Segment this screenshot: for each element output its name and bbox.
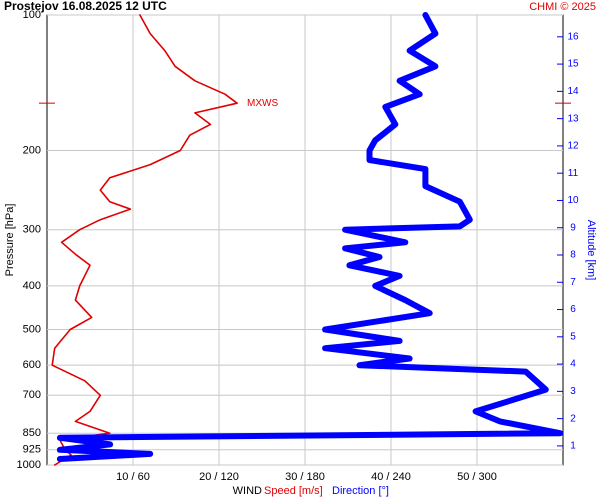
y2-tick-label: 9 <box>570 222 576 233</box>
y2-tick-label: 11 <box>568 168 579 179</box>
profile-line <box>56 12 564 462</box>
y-tick-label: 400 <box>23 280 41 292</box>
y-tick-label: 600 <box>23 359 41 371</box>
profile-line <box>51 14 238 466</box>
y2-tick-label: 13 <box>567 113 579 124</box>
y-axis-label: Pressure [hPa] <box>4 204 16 277</box>
y2-tick-label: 12 <box>567 141 579 152</box>
y2-tick-label: 10 <box>567 195 579 206</box>
chart-title: Prostejov 16.08.2025 12 UTC <box>4 0 167 13</box>
y2-tick-label: 6 <box>570 304 576 315</box>
y2-tick-label: 4 <box>570 359 576 370</box>
y-tick-label: 1000 <box>17 459 41 471</box>
y2-tick-label: 15 <box>567 59 579 70</box>
credit: CHMI © 2025 <box>529 1 596 13</box>
annotation-label: MXWS <box>247 98 278 109</box>
legend-speed: Speed [m/s] <box>264 485 323 497</box>
y2-tick-label: 7 <box>570 277 576 288</box>
y2-tick-label: 1 <box>570 441 576 452</box>
x-tick-label: 30 / 180 <box>285 471 325 483</box>
y-tick-label: 850 <box>23 427 41 439</box>
legend-direction: Direction [°] <box>332 485 389 497</box>
y2-tick-label: 3 <box>570 386 576 397</box>
y-tick-label: 925 <box>23 444 41 456</box>
x-tick-label: 20 / 120 <box>199 471 239 483</box>
y2-tick-label: 8 <box>570 250 576 261</box>
y2-tick-label: 14 <box>567 86 579 97</box>
x-tick-label: 10 / 60 <box>116 471 150 483</box>
y-tick-label: 700 <box>23 389 41 401</box>
x-axis-label: WIND <box>233 485 262 497</box>
y2-axis-label: Altitude [km] <box>585 220 597 281</box>
y2-tick-label: 2 <box>570 413 576 424</box>
x-tick-label: 50 / 300 <box>457 471 497 483</box>
y-tick-label: 200 <box>23 144 41 156</box>
y2-tick-label: 16 <box>567 31 579 42</box>
y-tick-label: 300 <box>23 224 41 236</box>
x-tick-label: 40 / 240 <box>371 471 411 483</box>
y-tick-label: 100 <box>23 9 41 21</box>
y-tick-label: 500 <box>23 323 41 335</box>
y2-tick-label: 5 <box>570 331 576 342</box>
